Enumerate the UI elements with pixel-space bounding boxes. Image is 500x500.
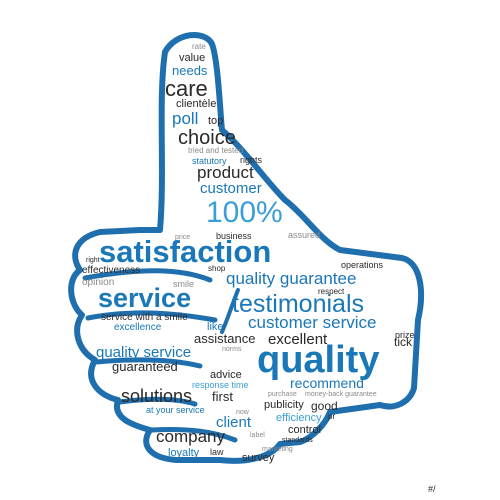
word-money-back-guarantee: money-back guarantee <box>305 391 377 398</box>
word-now: now <box>236 409 250 416</box>
word-right: right <box>86 257 100 264</box>
word-standards: standards <box>282 437 313 444</box>
word-like: like <box>207 321 224 333</box>
word-needs: needs <box>172 63 208 78</box>
word-solutions: solutions <box>121 386 192 406</box>
finger-line-2 <box>85 310 218 323</box>
word-at-your-service: at your service <box>146 405 205 415</box>
word-quality-guarantee: quality guarantee <box>226 269 356 288</box>
word-guaranteed: guaranteed <box>112 359 178 374</box>
word-advice: advice <box>210 369 242 381</box>
word-customer: customer <box>200 180 262 197</box>
word-purchase: purchase <box>268 391 297 398</box>
word-client: client <box>216 414 252 431</box>
word-marketing: marketing <box>262 446 293 453</box>
word-price: price <box>175 234 190 241</box>
word-testimonials: testimonials <box>232 290 364 318</box>
thumbs-up-outline <box>68 31 424 464</box>
word-first: first <box>212 389 233 404</box>
word-opinion: opinion <box>82 277 114 288</box>
word-law: law <box>210 447 224 457</box>
word-tried-and-tested: tried and tested <box>188 146 243 155</box>
word-tick: tick <box>394 335 413 349</box>
finger-line-1 <box>82 268 213 283</box>
word-respect: respect <box>318 287 345 296</box>
word-choice: choice <box>178 127 236 149</box>
word-service-with-a-smile: service with a smile <box>101 312 188 323</box>
finger-line-4 <box>117 396 198 407</box>
finger-line-3 <box>94 357 203 369</box>
word-assistance: assistance <box>194 331 255 346</box>
word-quality: quality <box>257 339 379 381</box>
word-quality-service: quality service <box>96 344 191 361</box>
word-control: control <box>288 424 321 436</box>
word-satisfaction: satisfaction <box>99 234 271 269</box>
word-norms: norms <box>222 346 242 353</box>
word-label: label <box>250 432 265 439</box>
word-response-time: response time <box>192 380 249 390</box>
word-clientele: clientèle <box>176 98 216 110</box>
thumb-crease <box>220 288 240 334</box>
word-service: service <box>98 283 191 313</box>
word-shop: shop <box>208 264 226 273</box>
word-survey: survey <box>242 452 275 464</box>
word-poll: poll <box>172 109 198 128</box>
word-smile: smile <box>173 279 194 289</box>
word-prize: prize <box>395 330 415 340</box>
word-top: top <box>208 115 223 127</box>
word-rights: rights <box>240 155 263 165</box>
word-product: product <box>197 163 254 182</box>
word-assured: assured <box>288 230 320 240</box>
word-excellent: excellent <box>268 331 328 348</box>
word-recommend: recommend <box>290 375 364 391</box>
finger-line-5 <box>149 427 238 443</box>
word-pr: pr <box>328 412 335 421</box>
word-efficiency: efficiency <box>276 412 322 424</box>
word-100-percent: 100% <box>206 196 283 229</box>
word-good: good <box>311 399 338 413</box>
word-operations: operations <box>341 260 384 270</box>
word-company: company <box>156 427 225 446</box>
word-business: business <box>216 231 252 241</box>
word-statutory: statutory <box>192 156 227 166</box>
word-value: value <box>179 52 205 64</box>
word-effectiveness: effectiveness <box>82 265 140 276</box>
word-rate: rate <box>192 42 206 51</box>
word-excellence: excellence <box>114 322 162 333</box>
watermark-mark: #/ <box>428 484 436 494</box>
word-loyalty: loyalty <box>168 447 200 459</box>
word-customer-service: customer service <box>248 313 376 332</box>
word-care: care <box>165 76 208 101</box>
word-publicity: publicity <box>264 399 304 411</box>
